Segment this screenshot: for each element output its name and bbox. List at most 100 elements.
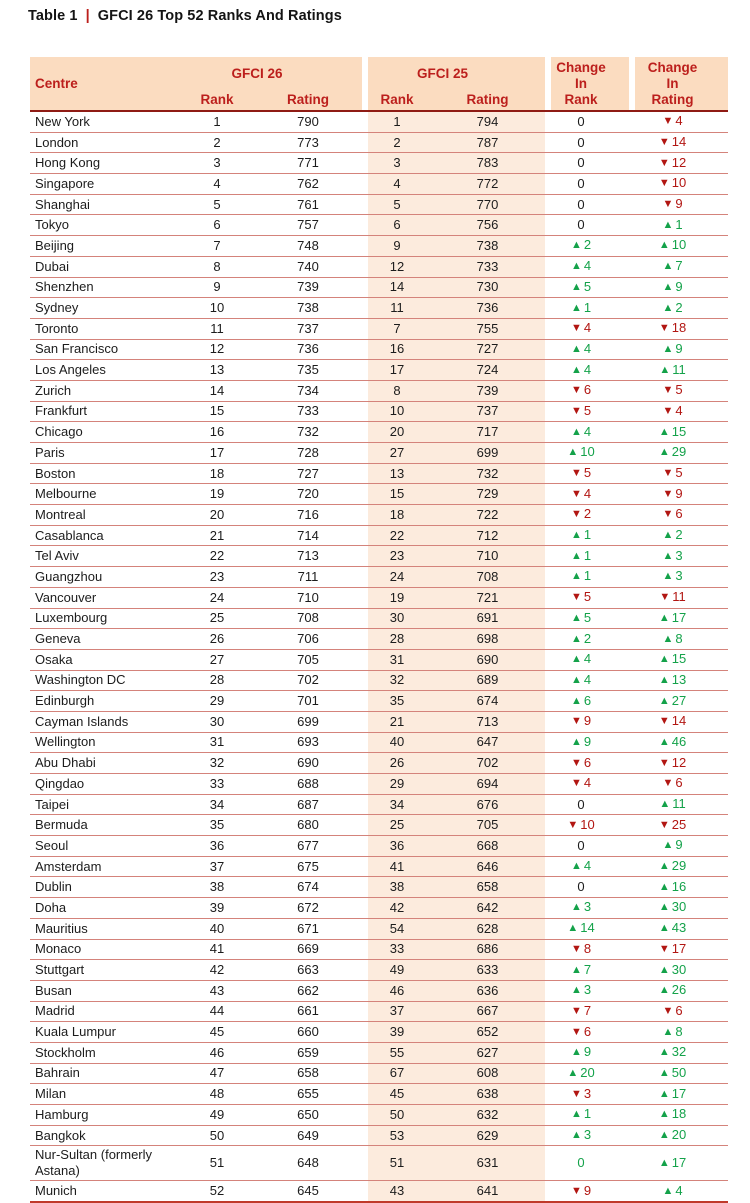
gfci25-rating-cell: 772 [438, 173, 546, 195]
gfci26-rank-cell: 32 [180, 752, 260, 774]
column-gap [545, 566, 552, 588]
change-value: 9 [675, 340, 683, 356]
change-in-rating-cell: ▼ 6 [635, 504, 729, 526]
gfci26-rating-cell: 661 [260, 1001, 363, 1023]
change-in-rating-cell: ▲ 7 [635, 256, 729, 278]
gfci25-rank-cell: 2 [368, 132, 439, 154]
gfci25-rank-cell: 16 [368, 339, 439, 361]
gfci26-rating-cell: 732 [260, 421, 363, 443]
change-value: 4 [583, 671, 592, 687]
column-gap [545, 463, 552, 485]
gfci26-rating-cell: 693 [260, 732, 363, 754]
table-header: Centre GFCI 26 GFCI 25 Change In Rank Ch… [30, 57, 729, 111]
table-row: Sydney 10 738 11 736 ▲ 1 ▲ 2 [30, 297, 729, 319]
gfci26-rating-cell: 645 [260, 1180, 363, 1203]
gfci26-rating-cell: 739 [260, 277, 363, 299]
column-gap [362, 504, 369, 526]
table-row: Stockholm 46 659 55 627 ▲ 9 ▲ 32 [30, 1042, 729, 1064]
centre-cell: Stuttgart [30, 959, 180, 981]
change-value: 11 [672, 589, 686, 605]
up-triangle-icon: ▲ [662, 301, 674, 314]
gfci25-rating-cell: 636 [438, 980, 546, 1002]
change-in-rating-cell: ▲ 17 [635, 1145, 729, 1182]
change-in-rating-cell: ▲ 3 [635, 545, 729, 568]
centre-cell: Luxembourg [30, 608, 180, 630]
table-row: Dubai 8 740 12 733 ▲ 4 ▲ 7 [30, 256, 729, 278]
change-value: 4 [583, 423, 592, 439]
up-triangle-icon: ▲ [662, 280, 674, 293]
down-triangle-icon: ▼ [570, 487, 582, 500]
down-triangle-icon: ▼ [567, 818, 579, 831]
gfci26-rating-cell: 790 [260, 111, 363, 133]
column-gap [545, 380, 552, 402]
col-header-gfci26-rating: Rating [260, 89, 363, 111]
gfci26-rating-cell: 737 [260, 318, 363, 340]
centre-cell: Toronto [30, 318, 180, 340]
gfci26-rank-cell: 41 [180, 939, 260, 961]
centre-cell: Boston [30, 463, 180, 485]
change-value: 43 [671, 920, 687, 936]
up-triangle-icon: ▲ [570, 611, 582, 624]
change-value: 3 [583, 899, 592, 915]
column-gap [545, 1001, 552, 1023]
gfci26-rating-cell: 649 [260, 1125, 363, 1147]
change-in-rating-cell: ▲ 20 [635, 1125, 729, 1147]
change-value: 2 [675, 299, 683, 315]
up-triangle-icon: ▲ [570, 694, 582, 707]
change-in-rank-cell: ▲ 4 [551, 339, 630, 361]
col-header-gfci25-rank: Rank [368, 89, 439, 111]
change-value: 4 [583, 340, 592, 356]
down-triangle-icon: ▼ [658, 818, 670, 831]
gfci26-rating-cell: 705 [260, 649, 363, 671]
gfci25-rank-cell: 8 [368, 380, 439, 402]
column-gap [362, 752, 369, 774]
gfci25-rank-cell: 40 [368, 732, 439, 754]
gfci26-rank-cell: 13 [180, 359, 260, 381]
gfci26-rank-cell: 2 [180, 132, 260, 154]
centre-cell: Wellington [30, 732, 180, 754]
column-gap [629, 380, 636, 402]
column-gap [362, 939, 369, 961]
centre-cell: Stockholm [30, 1042, 180, 1064]
down-triangle-icon: ▼ [570, 508, 582, 521]
down-triangle-icon: ▼ [658, 756, 670, 769]
change-in-rank-cell: 0 [551, 835, 630, 857]
gfci25-rating-cell: 705 [438, 814, 546, 837]
column-gap [545, 587, 552, 609]
up-triangle-icon: ▲ [662, 632, 674, 645]
column-gap [545, 794, 552, 816]
gfci25-rating-cell: 721 [438, 587, 546, 609]
gfci26-rank-cell: 26 [180, 628, 260, 650]
gfci25-rating-cell: 783 [438, 152, 546, 175]
change-in-rank-cell: ▼ 2 [551, 504, 630, 526]
gfci25-rating-cell: 674 [438, 690, 546, 712]
change-value: 2 [583, 630, 592, 646]
gfci26-rating-cell: 728 [260, 442, 363, 464]
col-header-change-in-rank: Change In Rank [551, 57, 630, 111]
centre-cell: Nur-Sultan (formerly Astana) [30, 1145, 180, 1182]
centre-cell: Tokyo [30, 214, 180, 237]
up-triangle-icon: ▲ [570, 529, 582, 542]
up-triangle-icon: ▲ [662, 1025, 674, 1038]
col-header-centre: Centre [30, 57, 180, 111]
change-value: 14 [671, 134, 687, 150]
column-gap [545, 132, 552, 154]
gfci26-rating-cell: 714 [260, 525, 363, 547]
gfci26-rating-cell: 757 [260, 214, 363, 237]
column-gap [362, 670, 369, 692]
column-gap [362, 876, 369, 899]
gfci25-rating-cell: 633 [438, 959, 546, 981]
down-triangle-icon: ▼ [570, 591, 582, 604]
change-in-rank-cell: ▼ 4 [551, 773, 630, 795]
gfci25-rank-cell: 22 [368, 525, 439, 547]
change-value: 18 [671, 320, 687, 336]
centre-cell: Sydney [30, 297, 180, 319]
change-value: 46 [671, 733, 687, 749]
gfci26-rating-cell: 674 [260, 876, 363, 899]
change-value: 17 [671, 609, 687, 625]
change-value: 17 [671, 1154, 687, 1170]
gfci26-rating-cell: 675 [260, 856, 363, 878]
table-row: Bangkok 50 649 53 629 ▲ 3 ▲ 20 [30, 1125, 729, 1147]
column-gap [545, 194, 552, 216]
column-gap [362, 1001, 369, 1023]
